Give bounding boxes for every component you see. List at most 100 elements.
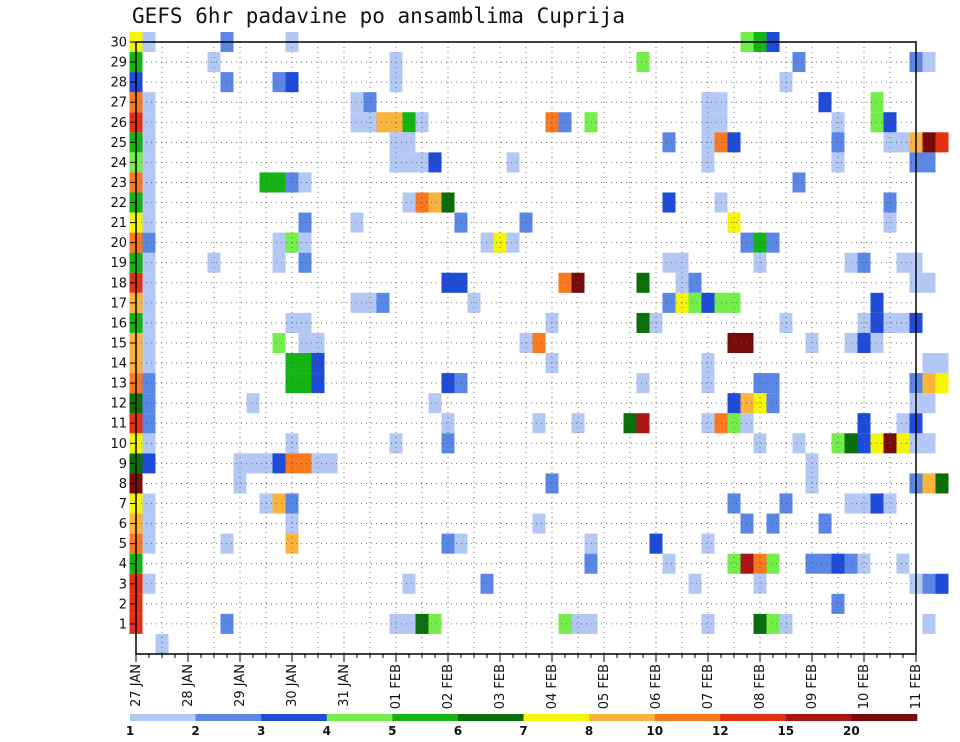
heatmap-cell [142,172,156,193]
heatmap-cell [922,573,936,594]
legend-label: 8 [585,724,593,738]
heatmap-cell [376,292,390,313]
y-tick-label: 13 [110,377,127,392]
legend-color-swatch [523,714,590,721]
heatmap-cell [727,393,741,414]
x-tick-label: 09 FEB [805,664,820,709]
heatmap-cell [441,433,455,454]
x-tick-label: 10 FEB [857,664,872,709]
y-tick-label: 17 [110,296,127,311]
heatmap-cell [311,373,325,394]
heatmap-cell [142,112,156,133]
heatmap-cell [922,473,936,494]
heatmap-cell [766,232,780,253]
legend-label: 7 [519,724,527,738]
heatmap-cell [298,312,312,333]
heatmap-cell [636,312,650,333]
legend-label: 10 [646,724,663,738]
heatmap-cell [142,393,156,414]
heatmap-cell [558,613,572,634]
heatmap-cell [402,112,416,133]
heatmap-cell [662,252,676,273]
heatmap-cell [701,533,715,554]
x-tick-label: 30 JAN [285,664,300,707]
color-legend: 1 2 3 4 5 6 7 8 10 12 15 20 [126,714,918,738]
heatmap-cell [402,192,416,213]
heatmap-cell [636,373,650,394]
heatmap-cell [896,553,910,574]
heatmap-cell [935,573,949,594]
legend-color-swatch [261,714,328,721]
legend-color-swatch [392,714,459,721]
x-tick-label: 05 FEB [597,664,612,709]
heatmap-cell [402,152,416,173]
heatmap-cell [376,112,390,133]
heatmap-cell [753,373,767,394]
x-tick-label: 08 FEB [753,664,768,709]
heatmap-cell [532,413,546,434]
heatmap-cell [272,232,286,253]
heatmap-cell [727,553,741,574]
legend-color-swatch [720,714,787,721]
legend-color-swatch [654,714,721,721]
heatmap-cell [402,573,416,594]
plot-gridlines [135,41,917,654]
heatmap-cell [662,192,676,213]
heatmap-cell [922,52,936,73]
y-tick-label: 26 [110,116,127,131]
heatmap-cell [142,533,156,554]
heatmap-cells [129,31,949,654]
x-tick-label: 04 FEB [545,664,560,709]
heatmap-cell [233,473,247,494]
heatmap-cell [857,553,871,574]
y-tick-label: 5 [119,537,127,552]
heatmap-cell [246,393,260,414]
y-tick-label: 10 [110,437,127,452]
legend-label: 2 [191,724,199,738]
y-tick-label: 9 [119,457,127,472]
heatmap-cell [428,192,442,213]
y-tick-label: 24 [110,156,127,171]
heatmap-cell [402,613,416,634]
x-tick-label: 31 JAN [337,664,352,707]
heatmap-cell [298,373,312,394]
legend-label: 6 [454,724,462,738]
x-tick-label: 06 FEB [649,664,664,709]
y-tick-label: 15 [110,336,127,351]
y-tick-label: 20 [110,236,127,251]
heatmap-cell [818,513,832,534]
heatmap-cell [506,152,520,173]
heatmap-cell [922,373,936,394]
heatmap-cell [402,132,416,153]
heatmap-cell [636,272,650,293]
legend-label: 12 [712,724,729,738]
heatmap-cell [792,52,806,73]
y-tick-label: 19 [110,256,127,271]
heatmap-cell [766,613,780,634]
heatmap-cell [727,413,741,434]
heatmap-cell [272,252,286,273]
heatmap-cell [896,132,910,153]
heatmap-cell [935,373,949,394]
heatmap-cell [701,413,715,434]
y-tick-label: 6 [119,517,127,532]
y-tick-label: 22 [110,196,127,211]
legend-label: 4 [323,724,331,738]
legend-color-swatch [589,714,655,721]
heatmap-cell [688,292,702,313]
legend-label: 3 [257,724,265,738]
heatmap-cell [506,232,520,253]
heatmap-cell [766,553,780,574]
heatmap-cell [766,373,780,394]
x-tick-label: 01 FEB [389,664,404,709]
heatmap-cell [272,453,286,474]
heatmap-cell [246,453,260,474]
heatmap-cell [142,413,156,434]
x-tick-label: 11 FEB [909,664,924,709]
heatmap-cell [831,593,845,614]
heatmap-cell [857,413,871,434]
heatmap-cell [142,192,156,213]
heatmap-cell [142,332,156,354]
heatmap-cell [298,453,312,474]
